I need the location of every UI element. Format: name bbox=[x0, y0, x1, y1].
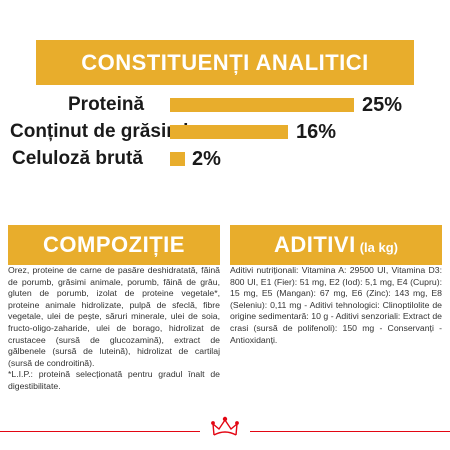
fiber-label: Celuloză brută bbox=[12, 148, 143, 169]
composition-note: *L.I.P.: proteină selecționată pentru gr… bbox=[8, 369, 220, 391]
fiber-percent: 2% bbox=[192, 148, 221, 170]
footer-line-right bbox=[250, 431, 450, 432]
additives-unit: (la kg) bbox=[359, 239, 399, 255]
composition-header: COMPOZIȚIE bbox=[8, 225, 220, 265]
fat-row: Conținut de grăsimi 16% bbox=[0, 120, 450, 144]
analytical-constituents-banner: CONSTITUENȚI ANALITICI bbox=[36, 40, 414, 85]
analytical-constituents-title: CONSTITUENȚI ANALITICI bbox=[81, 49, 369, 75]
composition-title: COMPOZIȚIE bbox=[43, 232, 185, 257]
additives-title: ADITIVI bbox=[273, 232, 356, 257]
protein-row: Proteină 25% bbox=[0, 93, 450, 117]
fat-percent: 16% bbox=[296, 121, 337, 143]
crown-icon bbox=[211, 416, 239, 436]
fiber-row: Celuloză brută 2% bbox=[0, 147, 450, 171]
fat-label: Conținut de grăsimi bbox=[10, 121, 189, 142]
additives-body: Aditivi nutriționali: Vitamina A: 29500 … bbox=[230, 265, 442, 346]
protein-label: Proteină bbox=[68, 94, 145, 115]
composition-body: Orez, proteine de carne de pasăre deshid… bbox=[8, 265, 220, 393]
fiber-bar bbox=[170, 152, 185, 166]
fat-bar bbox=[170, 125, 288, 139]
additives-text: Aditivi nutriționali: Vitamina A: 29500 … bbox=[230, 265, 442, 345]
additives-header: ADITIVI (la kg) bbox=[230, 225, 442, 265]
protein-bar bbox=[170, 98, 354, 112]
analytical-constituents-chart: Proteină 25% Conținut de grăsimi 16% Cel… bbox=[0, 0, 450, 200]
protein-percent: 25% bbox=[362, 94, 403, 116]
footer-line-left bbox=[0, 431, 200, 432]
composition-text: Orez, proteine de carne de pasăre deshid… bbox=[8, 265, 220, 368]
